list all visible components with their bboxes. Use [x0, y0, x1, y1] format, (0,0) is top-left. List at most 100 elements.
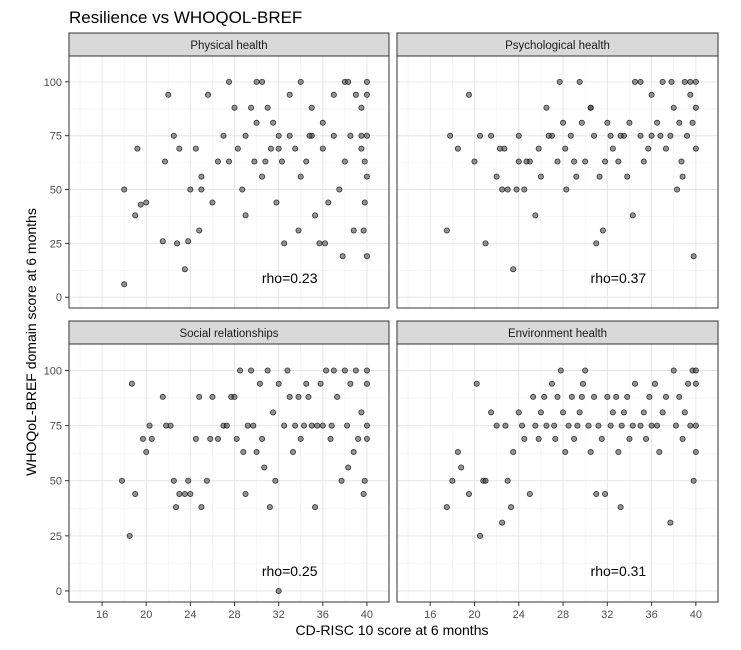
data-point: [562, 449, 569, 456]
data-point: [681, 409, 688, 416]
data-point: [543, 104, 550, 111]
data-point: [214, 158, 221, 165]
data-point: [471, 158, 478, 165]
data-point: [250, 422, 257, 429]
data-point: [297, 435, 304, 442]
data-point: [571, 158, 578, 165]
data-point: [278, 158, 285, 165]
data-point: [319, 119, 326, 126]
data-point: [132, 212, 139, 219]
data-point: [692, 422, 699, 429]
data-point: [361, 199, 368, 206]
data-point: [266, 504, 273, 511]
data-point: [609, 145, 616, 152]
data-point: [146, 422, 153, 429]
data-point: [314, 422, 321, 429]
data-point: [532, 422, 539, 429]
panel-border: [68, 343, 390, 603]
data-point: [185, 238, 192, 245]
data-point: [510, 266, 517, 273]
data-point: [678, 158, 685, 165]
data-point: [196, 227, 203, 234]
data-point: [645, 145, 652, 152]
data-point: [477, 132, 484, 139]
data-point: [248, 367, 255, 374]
data-point: [256, 380, 263, 387]
data-point: [598, 435, 605, 442]
data-point: [648, 422, 655, 429]
data-point: [148, 435, 155, 442]
data-point: [286, 132, 293, 139]
data-point: [620, 409, 627, 416]
data-point: [286, 393, 293, 400]
data-point: [521, 435, 528, 442]
data-point: [363, 380, 370, 387]
data-point: [187, 186, 194, 193]
data-point: [560, 119, 567, 126]
data-point: [465, 490, 472, 497]
data-point: [350, 449, 357, 456]
data-point: [596, 173, 603, 180]
data-point: [670, 104, 677, 111]
data-point: [325, 199, 332, 206]
data-point: [613, 393, 620, 400]
data-point: [363, 173, 370, 180]
data-point: [523, 158, 530, 165]
data-point: [239, 186, 246, 193]
data-point: [242, 490, 249, 497]
data-point: [654, 422, 661, 429]
data-point: [690, 253, 697, 260]
data-point: [273, 199, 280, 206]
data-point: [170, 132, 177, 139]
data-point: [685, 380, 692, 387]
data-point: [316, 240, 323, 247]
data-point: [284, 367, 291, 374]
data-point: [352, 367, 359, 374]
data-point: [205, 91, 212, 98]
data-point: [358, 132, 365, 139]
data-point: [513, 186, 520, 193]
data-point: [515, 158, 522, 165]
data-point: [242, 132, 249, 139]
data-point: [134, 145, 141, 152]
x-tick-label: 36: [645, 609, 657, 621]
data-point: [545, 132, 552, 139]
data-point: [617, 504, 624, 511]
data-point: [651, 380, 658, 387]
data-point: [454, 449, 461, 456]
data-point: [192, 435, 199, 442]
data-point: [305, 393, 312, 400]
data-point: [267, 145, 274, 152]
data-point: [565, 422, 572, 429]
data-point: [270, 409, 277, 416]
panel-physical-health: Physical health rho=0.23 0 25 50 75 100: [44, 32, 390, 309]
data-point: [473, 380, 480, 387]
data-point: [132, 490, 139, 497]
data-point: [295, 227, 302, 234]
data-point: [165, 91, 172, 98]
data-point: [576, 409, 583, 416]
data-point: [345, 78, 352, 85]
data-point: [593, 490, 600, 497]
data-point: [602, 490, 609, 497]
data-point: [551, 422, 558, 429]
data-point: [582, 367, 589, 374]
data-point: [599, 227, 606, 234]
data-point: [275, 132, 282, 139]
data-point: [477, 532, 484, 539]
data-point: [363, 422, 370, 429]
data-point: [515, 132, 522, 139]
y-tick-label: 75: [50, 131, 62, 143]
data-point: [499, 519, 506, 526]
data-point: [363, 435, 370, 442]
data-point: [637, 78, 644, 85]
data-point: [253, 449, 260, 456]
data-point: [602, 158, 609, 165]
data-point: [363, 91, 370, 98]
x-axis-label: CD-RISC 10 score at 6 months: [296, 622, 489, 638]
data-point: [358, 104, 365, 111]
data-point: [692, 449, 699, 456]
data-point: [328, 422, 335, 429]
data-point: [161, 158, 168, 165]
data-point: [198, 173, 205, 180]
